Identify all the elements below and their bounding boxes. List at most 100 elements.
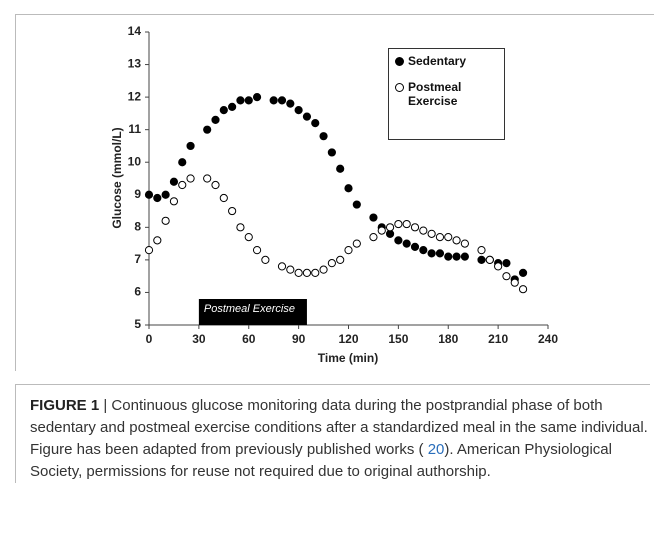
data-point [186,141,195,151]
data-point [502,272,511,281]
data-point [186,174,195,183]
data-point [294,268,303,278]
y-tick-label: 12 [128,89,142,103]
data-point [261,255,270,264]
data-point [311,268,320,278]
x-tick-label: 60 [242,332,256,346]
data-point [510,278,519,287]
legend-entry: Postmeal Exercise [395,80,498,108]
x-tick-label: 90 [292,332,306,346]
data-point [336,164,345,173]
data-point [161,216,170,225]
y-tick-label: 11 [128,122,141,136]
data-point [219,193,228,203]
caption-label: FIGURE 1 [30,397,100,414]
legend-symbol [395,57,404,66]
data-point [277,96,287,105]
data-point [203,125,212,134]
annotation-text: Postmeal Exercise [204,303,295,315]
data-point [244,96,253,105]
data-point [394,236,403,245]
legend-label: Sedentary [408,54,467,68]
data-point [178,158,187,167]
y-tick-label: 5 [134,317,141,331]
data-point [344,184,353,193]
y-tick-label: 8 [134,220,141,234]
data-point [518,285,528,294]
legend-symbol [395,83,404,92]
data-point [169,197,179,206]
data-point [352,200,361,209]
data-point [410,242,420,251]
data-point [286,265,295,274]
data-point [203,174,212,183]
data-point [286,99,295,108]
data-point [252,93,262,102]
y-tick-label: 9 [134,187,141,201]
data-point [394,219,403,229]
data-point [144,246,154,255]
legend-entry: Sedentary [395,54,498,68]
data-point [236,96,245,105]
data-point [477,255,486,264]
data-point [219,106,228,115]
chart: Glucose (mmol/L) Time (min) 5 6 7 8 9 10 11 12 1… [110,24,558,365]
y-tick-label: 6 [134,285,141,299]
x-tick-label: 180 [438,332,458,346]
data-point [427,249,436,258]
data-point [460,252,469,261]
data-point [228,206,237,216]
data-point [244,233,253,242]
y-tick-label: 7 [134,252,141,266]
data-point [369,233,378,242]
data-point [252,246,262,255]
data-point [144,190,154,199]
data-point [444,233,453,242]
y-axis-label: Glucose (mmol/L) [110,127,124,228]
data-point [211,115,220,125]
data-point [460,239,469,248]
x-tick-label: 210 [488,332,508,346]
y-tick-label: 13 [128,57,142,71]
y-tick-label: 14 [128,24,142,38]
x-tick-label: 120 [338,332,358,346]
data-point [419,246,428,255]
data-point [228,102,237,111]
data-point [419,226,428,235]
legend: Sedentary Postmeal Exercise [388,48,505,140]
data-point [494,262,503,271]
data-point [311,119,320,128]
data-point [294,106,303,115]
data-point [302,112,312,121]
data-point [369,213,378,222]
data-point [178,180,187,190]
data-point [169,177,179,186]
data-point [444,252,453,261]
x-tick-label: 30 [192,332,206,346]
data-point [352,239,361,248]
data-point [302,268,312,278]
legend-label: Postmeal Exercise [408,80,462,108]
data-point [452,252,461,261]
x-tick-label: 240 [538,332,558,346]
data-point [402,239,411,248]
data-point [377,226,386,235]
data-point [427,229,436,238]
data-point [327,148,336,157]
data-point [502,259,511,268]
figure-caption: FIGURE 1 | Continuous glucose monitoring… [15,384,650,483]
data-point [518,268,528,278]
x-tick-label: 0 [146,332,153,346]
data-point [344,246,353,255]
data-point [161,190,170,199]
x-axis-label: Time (min) [318,351,378,365]
data-point [153,236,162,245]
data-point [385,223,395,232]
caption-reference[interactable]: 20 [427,441,445,458]
data-point [477,246,486,255]
data-point [410,223,420,232]
data-point [435,249,445,258]
data-point [485,255,494,264]
data-point [153,193,162,203]
